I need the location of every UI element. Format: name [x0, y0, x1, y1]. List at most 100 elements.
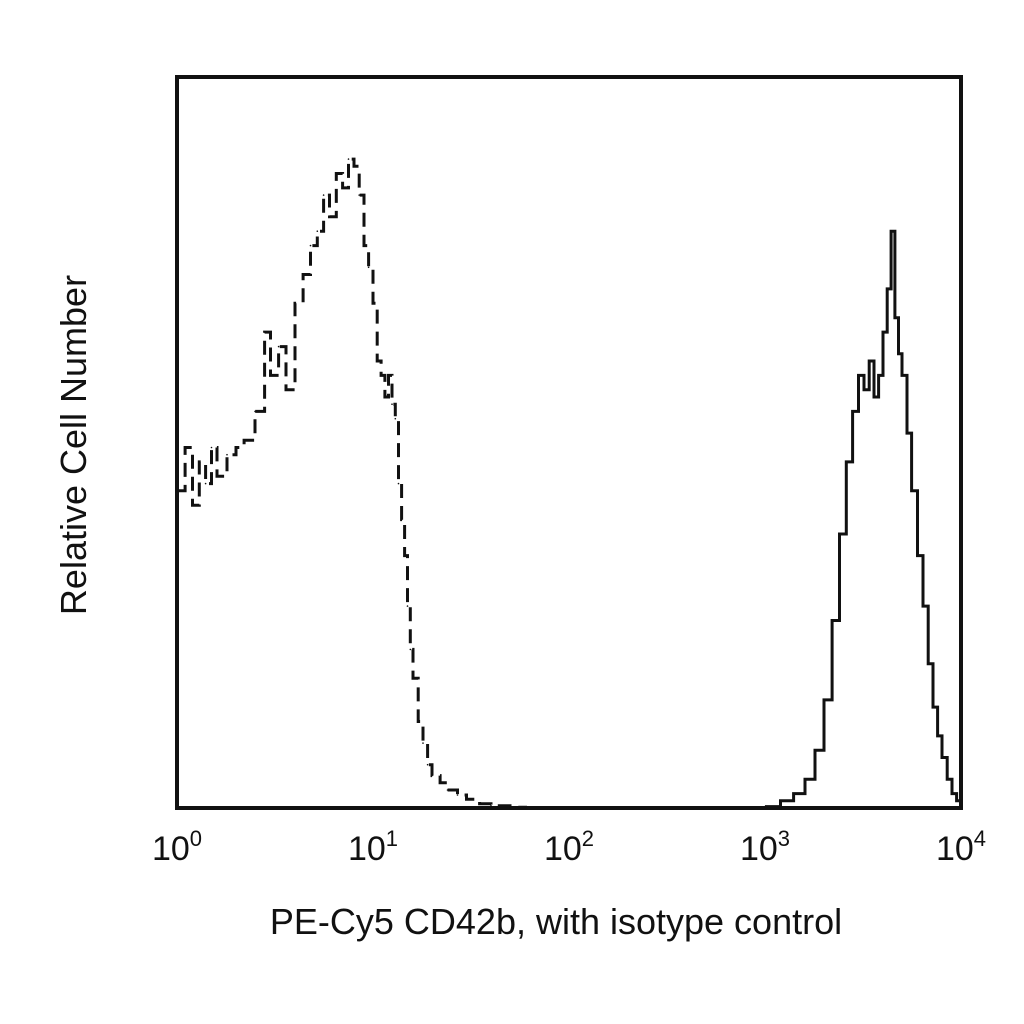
data-point — [235, 446, 237, 449]
data-point — [210, 446, 213, 449]
data-point — [367, 266, 370, 269]
data-point — [204, 482, 207, 485]
data-point — [845, 461, 848, 463]
data-point — [882, 331, 884, 333]
data-point — [328, 216, 331, 218]
x-tick-labels: 100 101 102 103 104 — [152, 826, 986, 868]
data-point — [814, 749, 816, 752]
data-point — [764, 805, 766, 808]
x-tick-label: 103 — [740, 826, 790, 868]
data-point — [347, 158, 350, 160]
tick-base: 10 — [740, 830, 778, 868]
data-point — [269, 374, 272, 377]
tick-base: 10 — [348, 830, 386, 868]
data-point — [916, 554, 919, 557]
data-point — [397, 482, 400, 485]
data-point — [422, 742, 424, 744]
x-tick-label: 101 — [348, 826, 398, 868]
tick-base: 10 — [544, 830, 582, 868]
data-point — [391, 403, 393, 406]
data-point — [285, 389, 287, 391]
data-point — [431, 774, 433, 777]
tick-exponent: 4 — [974, 826, 986, 851]
data-point — [176, 490, 178, 492]
data-point — [417, 720, 420, 723]
data-point — [277, 345, 280, 348]
data-point — [804, 778, 806, 780]
data-point — [439, 782, 441, 784]
histogram-series-1-dashed — [177, 157, 527, 809]
data-point — [524, 807, 527, 809]
plot-frame — [175, 75, 963, 810]
tick-base: 10 — [936, 830, 974, 868]
data-point — [901, 374, 903, 377]
x-tick-label: 102 — [544, 826, 594, 868]
data-point — [823, 699, 825, 701]
data-point — [363, 244, 365, 247]
data-point — [302, 273, 304, 276]
data-point — [951, 792, 953, 795]
data-point — [403, 554, 406, 557]
data-point — [335, 172, 338, 175]
data-point — [353, 165, 355, 168]
data-point — [960, 805, 962, 808]
data-point — [316, 230, 319, 232]
data-point — [372, 302, 374, 305]
data-point — [198, 461, 201, 463]
data-point — [490, 805, 492, 807]
data-point — [226, 453, 228, 456]
tick-exponent: 1 — [386, 826, 398, 851]
data-point — [868, 360, 870, 362]
data-point — [387, 374, 390, 377]
data-point — [384, 396, 386, 398]
data-point — [478, 802, 481, 805]
x-tick-label: 100 — [152, 826, 202, 868]
y-axis-label: Relative Cell Number — [53, 275, 94, 615]
data-point — [779, 800, 782, 802]
data-point — [838, 533, 841, 535]
data-point — [897, 353, 900, 355]
data-point — [341, 187, 344, 189]
data-point — [465, 798, 468, 801]
data-point — [294, 302, 296, 305]
data-point — [886, 288, 888, 290]
data-point — [851, 410, 854, 413]
data-point — [426, 763, 429, 766]
data-point — [955, 800, 958, 802]
data-point — [380, 374, 382, 377]
histogram-series-2-solid — [765, 229, 963, 809]
data-point — [254, 410, 256, 413]
x-tick-label: 104 — [936, 826, 986, 868]
data-point — [446, 789, 449, 791]
data-point — [941, 756, 943, 759]
data-point — [376, 360, 379, 362]
data-point — [831, 619, 833, 622]
x-axis-label: PE-Cy5 CD42b, with isotype control — [270, 901, 842, 942]
data-point — [394, 417, 397, 420]
data-point — [890, 230, 892, 232]
data-point — [910, 490, 913, 492]
data-point — [216, 475, 218, 478]
data-point — [406, 605, 409, 607]
data-point — [456, 794, 459, 796]
data-point — [509, 806, 511, 809]
data-point — [857, 374, 860, 377]
data-point — [877, 374, 880, 377]
data-point — [400, 518, 403, 521]
data-point — [263, 331, 266, 333]
data-point — [412, 677, 414, 679]
data-point — [243, 439, 245, 442]
data-point — [184, 446, 186, 449]
data-point — [946, 778, 948, 780]
tick-exponent: 0 — [190, 826, 202, 851]
data-point — [936, 735, 939, 737]
tick-exponent: 2 — [582, 826, 594, 851]
tick-base: 10 — [152, 830, 190, 868]
data-point — [927, 663, 929, 665]
tick-exponent: 3 — [778, 826, 790, 851]
data-point — [873, 396, 875, 398]
data-point — [409, 648, 412, 651]
data-point — [191, 504, 194, 507]
data-point — [358, 194, 361, 196]
